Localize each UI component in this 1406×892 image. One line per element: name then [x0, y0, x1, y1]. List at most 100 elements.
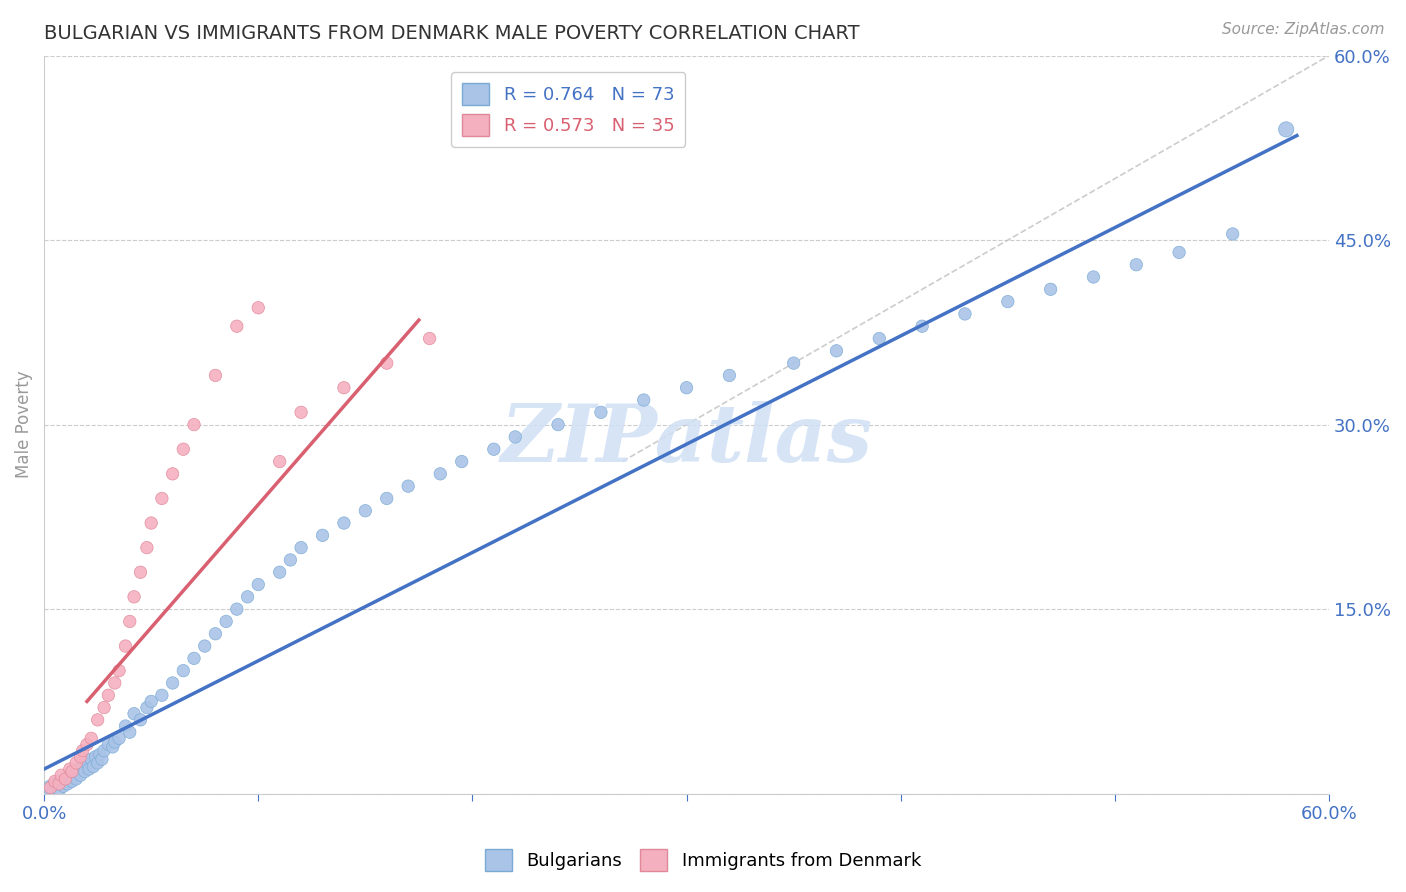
- Point: [1275, 122, 1298, 136]
- Point: [429, 467, 451, 481]
- Point: [118, 725, 141, 739]
- Point: [589, 405, 612, 419]
- Text: BULGARIAN VS IMMIGRANTS FROM DENMARK MALE POVERTY CORRELATION CHART: BULGARIAN VS IMMIGRANTS FROM DENMARK MAL…: [44, 24, 859, 43]
- Point: [118, 615, 141, 629]
- Point: [101, 739, 124, 754]
- Point: [55, 772, 77, 786]
- Point: [39, 780, 62, 795]
- Point: [60, 764, 83, 779]
- Point: [269, 454, 291, 468]
- Point: [84, 749, 107, 764]
- Text: Source: ZipAtlas.com: Source: ZipAtlas.com: [1222, 22, 1385, 37]
- Point: [868, 332, 890, 346]
- Point: [135, 541, 157, 555]
- Point: [290, 405, 312, 419]
- Point: [86, 756, 108, 770]
- Point: [89, 747, 111, 762]
- Point: [675, 381, 697, 395]
- Point: [48, 777, 70, 791]
- Point: [93, 744, 115, 758]
- Point: [69, 768, 91, 782]
- Point: [1125, 258, 1147, 272]
- Point: [150, 688, 173, 702]
- Point: [97, 738, 120, 752]
- Y-axis label: Male Poverty: Male Poverty: [15, 371, 32, 478]
- Point: [247, 301, 270, 315]
- Point: [547, 417, 569, 432]
- Point: [354, 504, 377, 518]
- Point: [59, 768, 82, 782]
- Point: [60, 774, 83, 789]
- Point: [90, 752, 112, 766]
- Point: [953, 307, 976, 321]
- Point: [76, 738, 98, 752]
- Point: [108, 731, 131, 746]
- Point: [108, 664, 131, 678]
- Point: [129, 566, 152, 580]
- Point: [67, 762, 90, 776]
- Point: [93, 700, 115, 714]
- Point: [82, 759, 104, 773]
- Point: [247, 577, 270, 591]
- Point: [44, 774, 66, 789]
- Point: [135, 700, 157, 714]
- Point: [183, 651, 205, 665]
- Point: [65, 756, 87, 770]
- Point: [73, 764, 96, 779]
- Point: [44, 777, 66, 791]
- Point: [280, 553, 302, 567]
- Point: [162, 676, 184, 690]
- Point: [51, 768, 73, 782]
- Point: [52, 779, 75, 793]
- Point: [450, 454, 472, 468]
- Legend: Bulgarians, Immigrants from Denmark: Bulgarians, Immigrants from Denmark: [478, 842, 928, 879]
- Point: [51, 774, 73, 789]
- Point: [80, 752, 103, 766]
- Point: [76, 756, 98, 770]
- Point: [225, 602, 247, 616]
- Point: [141, 516, 163, 530]
- Point: [1039, 282, 1062, 296]
- Point: [375, 356, 398, 370]
- Point: [172, 664, 194, 678]
- Point: [633, 392, 655, 407]
- Point: [65, 772, 87, 786]
- Point: [1222, 227, 1244, 241]
- Point: [48, 783, 70, 797]
- Point: [59, 762, 82, 776]
- Point: [77, 762, 100, 776]
- Point: [269, 566, 291, 580]
- Point: [375, 491, 398, 506]
- Point: [782, 356, 804, 370]
- Point: [72, 744, 94, 758]
- Point: [1083, 270, 1105, 285]
- Point: [122, 590, 145, 604]
- Point: [236, 590, 259, 604]
- Point: [86, 713, 108, 727]
- Point: [204, 626, 226, 640]
- Point: [72, 759, 94, 773]
- Point: [825, 343, 848, 358]
- Point: [482, 442, 505, 457]
- Point: [1168, 245, 1191, 260]
- Point: [80, 731, 103, 746]
- Point: [225, 319, 247, 334]
- Point: [162, 467, 184, 481]
- Point: [141, 694, 163, 708]
- Point: [183, 417, 205, 432]
- Point: [63, 764, 86, 779]
- Point: [114, 639, 136, 653]
- Point: [129, 713, 152, 727]
- Point: [194, 639, 217, 653]
- Point: [122, 706, 145, 721]
- Legend: R = 0.764   N = 73, R = 0.573   N = 35: R = 0.764 N = 73, R = 0.573 N = 35: [451, 72, 685, 147]
- Point: [718, 368, 741, 383]
- Point: [97, 688, 120, 702]
- Point: [69, 749, 91, 764]
- Point: [55, 772, 77, 786]
- Point: [333, 381, 356, 395]
- Point: [311, 528, 333, 542]
- Point: [204, 368, 226, 383]
- Point: [333, 516, 356, 530]
- Point: [396, 479, 419, 493]
